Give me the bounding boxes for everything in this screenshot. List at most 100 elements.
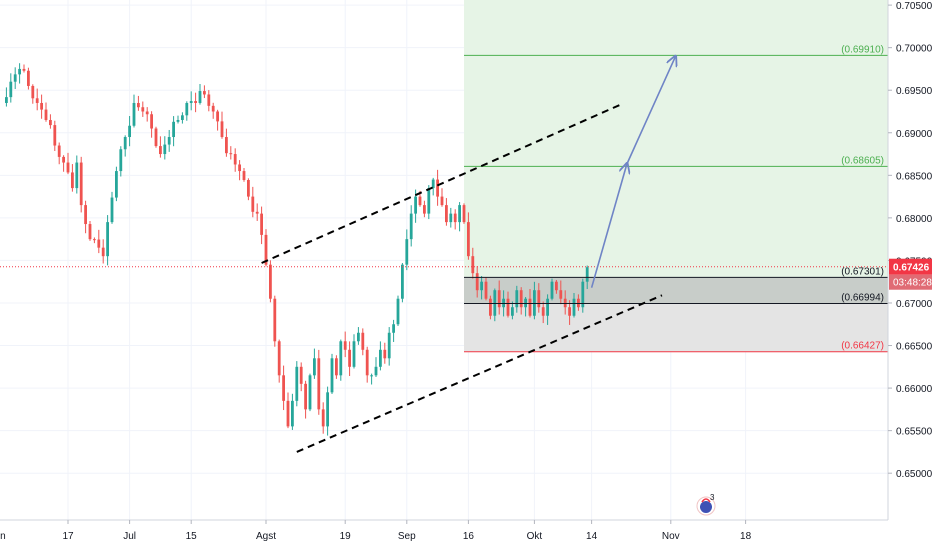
candle-body-up (352, 341, 356, 367)
price-tick-label: 0.70000 (896, 44, 932, 55)
candle-body-up (295, 366, 299, 401)
time-tick-label: Jun (0, 531, 6, 542)
projection-leg-2 (626, 57, 675, 165)
candle-body-up (431, 179, 435, 189)
time-tick-label: 17 (62, 531, 74, 542)
candle-body-up (370, 375, 373, 377)
candle-body-down (31, 85, 35, 99)
candle-body-up (291, 400, 294, 427)
time-tick-label: Jul (123, 531, 136, 542)
candle-body-down (537, 290, 541, 308)
candle-body-up (379, 349, 382, 367)
candle-body-up (524, 298, 527, 308)
candle-body-up (392, 324, 395, 333)
candle-body-up (585, 267, 589, 282)
candle-body-down (88, 224, 92, 240)
candle-body-down (66, 162, 70, 173)
candle-body-down (383, 349, 387, 359)
candle-body-down (568, 307, 571, 316)
candle-body-up (330, 358, 334, 393)
candle-body-up (533, 290, 536, 316)
candle-body-down (207, 94, 211, 106)
countdown-label: 03:48:28 (893, 278, 932, 289)
candle-body-up (374, 366, 378, 376)
candle-body-up (185, 102, 189, 116)
candle-body-down (335, 358, 338, 376)
candle-body-up (172, 121, 175, 138)
candle-body-up (189, 101, 193, 103)
candle-body-down (71, 172, 74, 189)
candle-body-down (264, 234, 268, 265)
time-tick-label: 14 (586, 531, 598, 542)
candle-body-up (427, 188, 431, 214)
candle-body-up (515, 290, 519, 308)
candle-body-down (194, 101, 197, 103)
candle-body-down (555, 281, 558, 291)
price-tick-label: 0.65500 (896, 427, 932, 438)
candle-body-down (247, 180, 250, 197)
candle-body-down (49, 120, 52, 126)
level-label-mid: (0.66994) (841, 292, 884, 303)
candle-body-down (506, 298, 510, 316)
time-axis[interactable]: Jun 17 Jul 15 Agst 19 Sep 16 Okt 14 Nov 18 (0, 519, 888, 542)
candle-body-up (414, 196, 417, 214)
candle-body-down (559, 290, 563, 299)
candle-body-down (159, 146, 162, 155)
candle-body-down (462, 205, 466, 223)
candle-body-down (154, 128, 158, 147)
candle-body-up (5, 97, 8, 103)
candle-body-down (255, 211, 259, 214)
events-badge-icon (700, 501, 712, 513)
candle-body-down (35, 98, 39, 103)
candle-body-down (273, 298, 277, 342)
candle-body-down (497, 290, 501, 308)
candle-body-up (308, 375, 312, 410)
candle-body-down (229, 153, 233, 155)
time-tick-label: Sep (398, 531, 416, 542)
candle-body-down (27, 70, 30, 86)
candle-body-down (365, 349, 369, 376)
candle-body-up (458, 205, 461, 223)
candle-body-down (79, 162, 83, 206)
candle-body-down (44, 109, 48, 120)
candle-body-up (167, 137, 171, 145)
level-label-entry: (0.67301) (841, 266, 884, 277)
price-tick-label: 0.70500 (896, 1, 932, 12)
candle-body-down (269, 264, 272, 299)
price-tick-label: 0.65000 (896, 469, 932, 480)
candle-body-up (132, 102, 136, 126)
candle-body-down (304, 383, 307, 410)
time-tick-label: 16 (463, 531, 475, 542)
channel-lower-line (296, 294, 663, 453)
candle-body-down (251, 196, 255, 212)
time-tick-label: 15 (186, 531, 198, 542)
price-axis[interactable]: 0.70500 0.70000 0.69500 0.69000 0.68500 0.680… (887, 0, 932, 550)
candle-body-up (119, 149, 123, 172)
events-badge-count: 3 (710, 493, 715, 502)
candle-body-down (317, 358, 321, 410)
candle-body-up (405, 239, 409, 265)
candle-body-up (449, 213, 453, 223)
last-price-label: 0.67426 (893, 263, 930, 274)
candle-body-down (238, 164, 241, 172)
candle-body-up (75, 162, 79, 189)
candle-body-up (511, 307, 514, 316)
candle-body-up (198, 91, 202, 103)
candle-body-down (260, 213, 263, 235)
candle-body-down (563, 298, 567, 308)
price-tick-label: 0.69000 (896, 129, 932, 140)
target-zone (464, 0, 888, 278)
candle-body-up (480, 281, 483, 291)
events-badge[interactable]: 3 (696, 493, 716, 516)
time-tick-label: Nov (662, 531, 680, 542)
candle-body-down (211, 105, 215, 112)
channel-upper-line (261, 102, 623, 264)
candle-body-up (9, 81, 13, 98)
candle-body-down (141, 107, 145, 112)
candle-body-down (321, 409, 325, 427)
candle-body-down (84, 205, 87, 225)
candle-body-up (18, 68, 21, 75)
loss-zone (464, 303, 888, 352)
